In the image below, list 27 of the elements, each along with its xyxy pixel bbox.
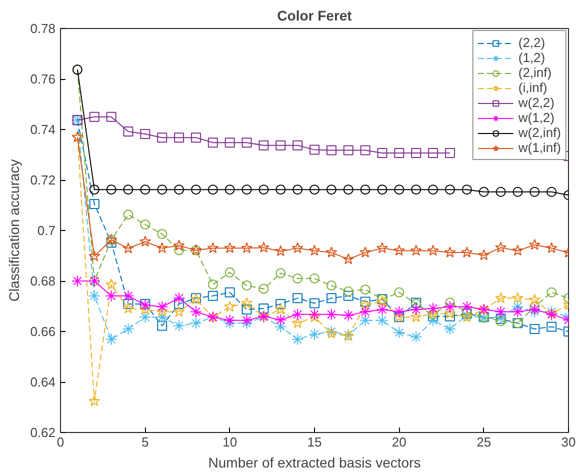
legend-label: w(1,inf)	[518, 140, 561, 155]
legend-label: (1,2)	[518, 50, 546, 65]
y-tick-label: 0.68	[30, 274, 56, 288]
y-tick-label: 0.72	[30, 172, 56, 188]
x-tick-label: 30	[561, 434, 576, 450]
legend-label: w(2,inf)	[518, 125, 561, 140]
x-tick-label: 10	[222, 434, 238, 450]
chart-title: Color Feret	[277, 8, 352, 24]
x-tick-label: 15	[307, 434, 322, 450]
x-tick-label: 25	[476, 434, 492, 450]
y-tick-label: 0.78	[30, 21, 56, 36]
y-tick-label: 0.62	[30, 425, 56, 440]
y-tick-label: 0.7	[37, 223, 56, 238]
legend-label: w(1,2)	[518, 110, 554, 125]
y-tick-label: 0.74	[30, 122, 56, 137]
x-tick-label: 0	[56, 434, 64, 450]
x-tick-label: 20	[392, 434, 406, 450]
legend-label: (i,inf)	[518, 80, 548, 95]
legend-label: (2,inf)	[518, 65, 552, 80]
x-axis-title: Number of extracted basis vectors	[208, 454, 421, 470]
y-tick-label: 0.76	[30, 72, 56, 86]
legend-label: (2,2)	[518, 35, 546, 50]
y-tick-label: 0.66	[30, 324, 56, 339]
y-axis-title: Classification accuracy	[6, 159, 22, 302]
x-tick-label: 5	[142, 434, 149, 450]
legend-label: w(2,2)	[518, 95, 554, 110]
y-tick-label: 0.64	[30, 374, 56, 390]
